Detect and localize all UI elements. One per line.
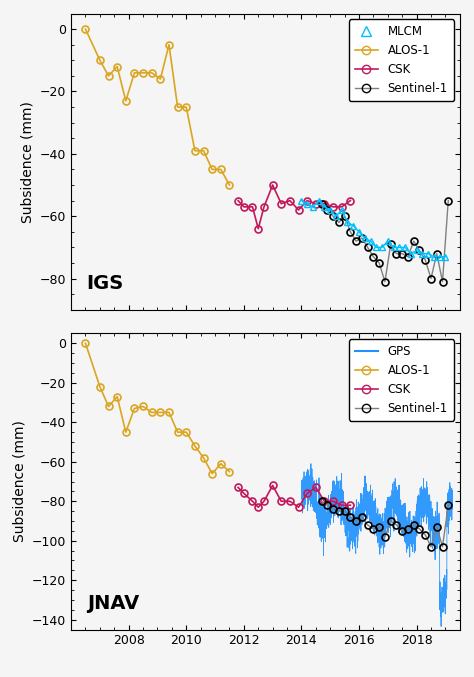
- Y-axis label: Subsidence (mm): Subsidence (mm): [12, 420, 27, 542]
- Y-axis label: Subsidence (mm): Subsidence (mm): [20, 101, 34, 223]
- Text: JNAV: JNAV: [87, 594, 139, 613]
- Legend: MLCM, ALOS-1, CSK, Sentinel-1: MLCM, ALOS-1, CSK, Sentinel-1: [349, 20, 454, 101]
- Legend: GPS, ALOS-1, CSK, Sentinel-1: GPS, ALOS-1, CSK, Sentinel-1: [349, 339, 454, 421]
- Text: IGS: IGS: [87, 274, 124, 293]
